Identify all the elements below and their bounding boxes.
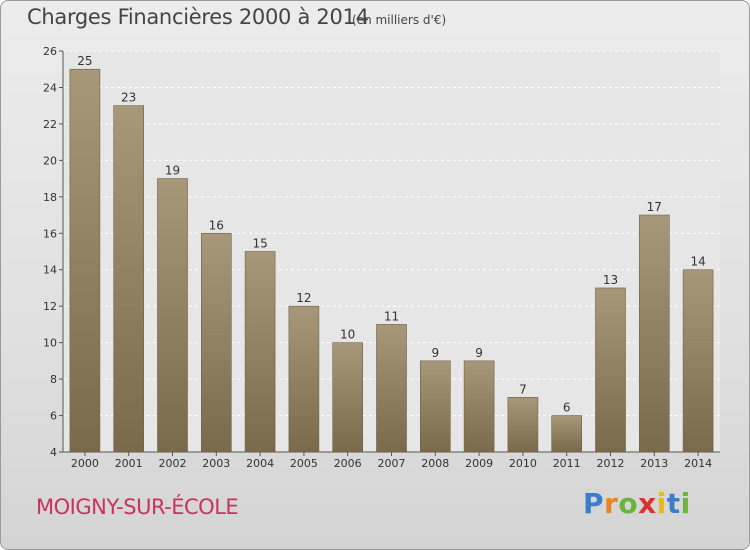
bar-2001 [113, 105, 144, 453]
y-tick-label: 12 [43, 300, 57, 313]
bar-2013 [638, 214, 670, 453]
data-label: 19 [165, 164, 180, 178]
bar-2003 [201, 232, 232, 453]
city-name: MOIGNY-SUR-ÉCOLE [36, 495, 239, 519]
logo-letter: P [583, 487, 605, 520]
data-label: 13 [603, 273, 618, 287]
y-tick-label: 24 [43, 81, 57, 94]
y-tick-label: 26 [43, 45, 57, 58]
logo-letter: r [604, 487, 619, 520]
data-label: 9 [475, 346, 483, 360]
x-tick-label: 2002 [159, 457, 187, 470]
bar-2000 [69, 68, 101, 453]
bar-2010 [507, 397, 539, 453]
x-tick-label: 2005 [290, 457, 318, 470]
data-label: 14 [690, 255, 705, 269]
y-tick-label: 10 [43, 337, 57, 350]
logo-letter: o [618, 487, 639, 520]
bar-2007 [376, 324, 407, 453]
x-tick-label: 2001 [115, 457, 143, 470]
logo-letter: i [680, 487, 691, 520]
x-tick-label: 2003 [202, 457, 230, 470]
x-tick-label: 2009 [465, 457, 493, 470]
bar-2008 [419, 360, 451, 453]
bar-2006 [332, 342, 364, 453]
proxiti-logo: Proxiti [583, 487, 691, 520]
y-tick-label: 4 [50, 446, 57, 459]
data-label: 15 [252, 237, 267, 251]
x-tick-label: 2000 [71, 457, 99, 470]
x-tick-label: 2006 [334, 457, 362, 470]
data-label: 6 [563, 401, 571, 415]
x-tick-label: 2008 [421, 457, 449, 470]
x-tick-label: 2012 [597, 457, 625, 470]
labels-layer: 4 6 8 10 12 14 16 18 20 22 24 26 25 2000 23 2001 19 2002 1… [43, 45, 712, 470]
data-label: 11 [384, 309, 399, 323]
bar-2004 [244, 251, 276, 453]
bar-2012 [595, 287, 626, 453]
x-tick-label: 2014 [684, 457, 712, 470]
bar-2011 [551, 415, 583, 453]
data-label: 9 [431, 346, 439, 360]
y-tick-label: 18 [43, 191, 57, 204]
bars-layer [69, 68, 714, 453]
chart-subtitle: (en milliers d'€) [352, 13, 447, 27]
x-tick-label: 2004 [246, 457, 274, 470]
data-label: 10 [340, 328, 355, 342]
data-label: 16 [209, 218, 224, 232]
logo-letter: i [656, 487, 667, 520]
bar-2009 [463, 360, 495, 453]
x-tick-label: 2007 [378, 457, 406, 470]
logo-letter: x [638, 487, 657, 520]
y-tick-label: 20 [43, 154, 57, 167]
data-label: 25 [77, 54, 92, 68]
x-tick-label: 2010 [509, 457, 537, 470]
x-tick-label: 2013 [640, 457, 668, 470]
x-tick-label: 2011 [553, 457, 581, 470]
data-label: 12 [296, 291, 311, 305]
logo-letter: t [666, 487, 681, 520]
y-tick-label: 22 [43, 118, 57, 131]
bar-2014 [682, 269, 714, 453]
y-tick-label: 16 [43, 227, 57, 240]
bar-2005 [288, 305, 320, 453]
y-tick-label: 6 [50, 410, 57, 423]
data-label: 17 [647, 200, 662, 214]
chart-title: Charges Financières 2000 à 2014 [27, 5, 369, 29]
data-label: 23 [121, 91, 136, 105]
bar-2002 [157, 178, 188, 453]
y-tick-label: 8 [50, 373, 57, 386]
data-label: 7 [519, 382, 527, 396]
y-tick-label: 14 [43, 264, 57, 277]
